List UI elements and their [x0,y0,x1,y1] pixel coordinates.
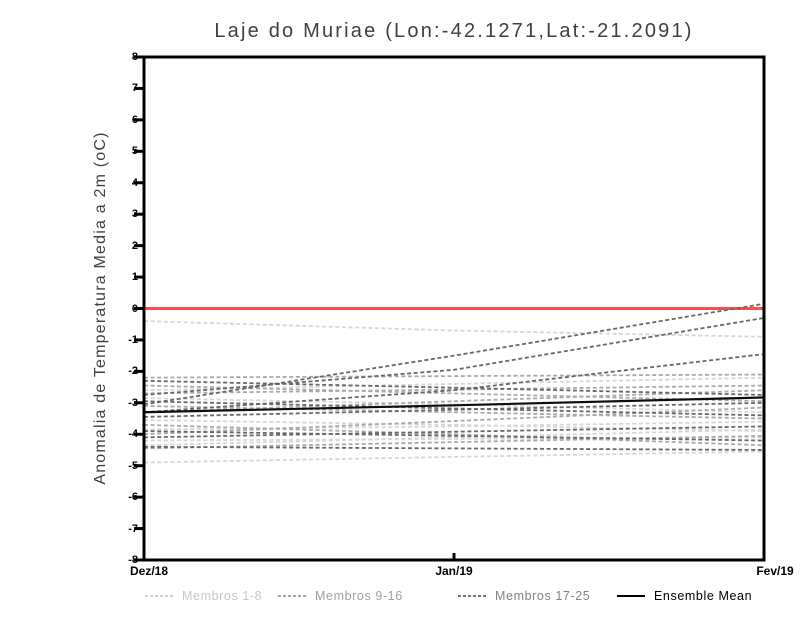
legend-item-membros-1-8: Membros 1-8 [145,589,262,603]
member-line-membro-7 [143,428,765,447]
y-tick-label: -5 [128,459,138,472]
y-tick-label: -4 [128,428,138,441]
member-line-membro-2 [143,376,765,392]
member-line-membro-8 [143,450,765,464]
member-line-membro-21 [143,400,765,417]
member-line-membro-6 [143,436,765,442]
legend-label: Membros 1-8 [182,589,263,603]
member-line-membro-10 [143,384,765,403]
member-line-membro-13 [143,389,765,414]
member-line-membro-19 [143,353,765,414]
member-line-membro-18 [143,317,765,396]
member-line-membro-5 [143,420,765,431]
legend-item-ensemble-mean: Ensemble Mean [617,589,752,603]
y-tick-label: 4 [131,176,138,189]
y-tick-label: -6 [128,491,138,504]
x-tick-label: Dez/18 [129,564,169,578]
member-line-membro-12 [143,405,765,420]
legend-label: Membros 9-16 [315,589,403,603]
y-tick-label: -3 [128,396,138,409]
member-line-membro-16 [143,434,765,450]
member-line-membro-22 [143,401,765,418]
solid-line-swatch-icon [617,595,645,597]
legend-item-membros-17-25: Membros 17-25 [458,589,590,603]
member-line-membro-24 [143,425,765,439]
x-tick-label: Jan/19 [435,564,473,578]
dashed-line-swatch-icon [458,595,486,597]
member-line-membro-14 [143,423,765,447]
legend-label: Membros 17-25 [495,589,591,603]
member-line-membro-1 [143,320,765,338]
y-tick-label: 8 [131,51,138,63]
member-line-membro-25 [143,445,765,451]
y-tick-label: 5 [131,145,138,158]
dashed-line-swatch-icon [145,595,173,597]
member-line-membro-20 [143,379,765,396]
y-tick-label: -2 [128,365,138,378]
member-line-membro-11 [143,384,765,395]
member-line-membro-3 [143,397,765,414]
member-line-membro-15 [143,406,765,436]
dashed-line-swatch-icon [278,595,306,597]
legend-label: Ensemble Mean [654,589,753,603]
legend-item-membros-9-16: Membros 9-16 [278,589,403,603]
member-line-membro-9 [143,373,765,379]
y-tick-label: 3 [131,208,138,221]
member-line-membro-17 [143,302,765,406]
y-tick-label: 2 [131,239,138,252]
y-tick-label: -8 [128,554,138,566]
x-tick-label: Fev/19 [756,564,794,578]
y-tick-label: 6 [131,113,138,126]
y-tick-label: -1 [128,333,138,346]
ensemble-mean-line [143,396,765,414]
member-line-membro-23 [143,430,765,442]
y-tick-label: 7 [131,82,138,95]
y-tick-label: 0 [131,302,138,315]
y-tick-label: 1 [131,271,138,284]
y-tick-label: -7 [128,522,138,535]
chart-title: Laje do Muriae (Lon:-42.1271,Lat:-21.209… [214,20,694,42]
